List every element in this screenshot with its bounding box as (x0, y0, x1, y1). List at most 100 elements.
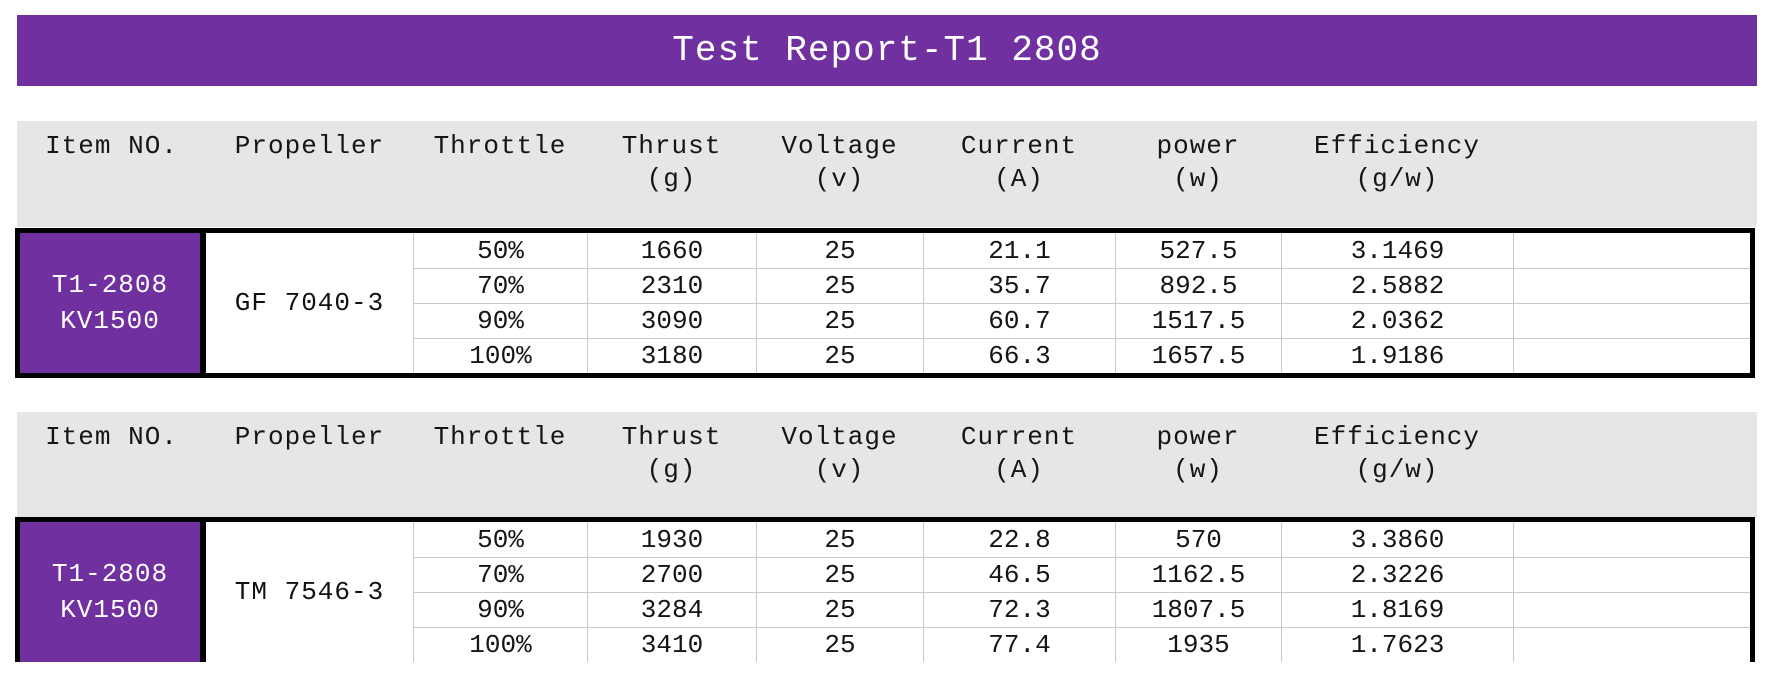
column-label: Propeller (234, 422, 385, 452)
current-cell: 46.5 (923, 557, 1115, 592)
column-header-thrust: Thrust (g) (587, 130, 756, 227)
column-header-spacer (1513, 421, 1757, 517)
current-cell: 60.7 (923, 303, 1115, 338)
throttle-cell: 70% (413, 557, 587, 592)
current-cell: 35.7 (923, 268, 1115, 303)
throttle-cell: 70% (413, 268, 587, 303)
column-label: Voltage (781, 131, 898, 161)
table1-header-row: Item NO. Propeller Throttle Thrust (g) Vo… (17, 121, 1757, 227)
empty-cell (1513, 268, 1750, 303)
column-label: power (1156, 422, 1240, 452)
thrust-cell: 3410 (587, 627, 756, 662)
column-label: Efficiency (1313, 131, 1481, 161)
throttle-cell: 50% (413, 522, 587, 557)
item-no-cell: T1-2808 KV1500 (20, 233, 206, 373)
power-cell: 1162.5 (1115, 557, 1281, 592)
power-cell: 570 (1115, 522, 1281, 557)
efficiency-cell: 2.3226 (1281, 557, 1513, 592)
column-label: Throttle (433, 131, 567, 161)
column-sublabel: (w) (1173, 164, 1223, 194)
current-cell: 77.4 (923, 627, 1115, 662)
column-label: Item NO. (45, 422, 178, 452)
report-title: Test Report-T1 2808 (672, 30, 1102, 71)
efficiency-cell: 1.7623 (1281, 627, 1513, 662)
throttle-cell: 50% (413, 233, 587, 268)
empty-cell (1513, 303, 1750, 338)
current-cell: 22.8 (923, 522, 1115, 557)
table1-data-block: T1-2808 KV1500 GF 7040-3 50% 1660 25 21.… (15, 228, 1755, 378)
column-header-spacer (1513, 130, 1757, 227)
voltage-cell: 25 (756, 557, 923, 592)
empty-cell (1513, 338, 1750, 373)
column-sublabel: (w) (1173, 455, 1223, 485)
voltage-cell: 25 (756, 268, 923, 303)
item-no-line2: KV1500 (60, 306, 160, 336)
efficiency-cell: 3.1469 (1281, 233, 1513, 268)
propeller-cell: TM 7546-3 (234, 577, 385, 607)
column-label: Efficiency (1313, 422, 1481, 452)
column-sublabel: (g/w) (1355, 455, 1439, 485)
thrust-cell: 1930 (587, 522, 756, 557)
propeller-cell: GF 7040-3 (234, 288, 385, 318)
column-header-throttle: Throttle (413, 421, 587, 517)
throttle-cell: 90% (413, 592, 587, 627)
column-header-current: Current (A) (923, 130, 1115, 227)
column-label: Current (960, 422, 1078, 452)
thrust-cell: 2310 (587, 268, 756, 303)
thrust-cell: 1660 (587, 233, 756, 268)
voltage-cell: 25 (756, 303, 923, 338)
column-sublabel: (A) (994, 455, 1044, 485)
current-cell: 21.1 (923, 233, 1115, 268)
column-header-efficiency: Efficiency (g/w) (1281, 421, 1513, 517)
column-label: Item NO. (45, 131, 178, 161)
throttle-cell: 100% (413, 627, 587, 662)
column-sublabel: (A) (994, 164, 1044, 194)
column-sublabel: (v) (814, 455, 865, 485)
column-header-propeller: Propeller (206, 421, 413, 517)
empty-cell (1513, 233, 1750, 268)
throttle-cell: 90% (413, 303, 587, 338)
current-cell: 72.3 (923, 592, 1115, 627)
efficiency-cell: 2.5882 (1281, 268, 1513, 303)
report-title-banner: Test Report-T1 2808 (17, 15, 1757, 86)
column-label: Current (960, 131, 1078, 161)
column-header-throttle: Throttle (413, 130, 587, 227)
voltage-cell: 25 (756, 233, 923, 268)
item-no-line2: KV1500 (60, 595, 160, 625)
item-no-line1: T1-2808 (51, 270, 169, 300)
voltage-cell: 25 (756, 592, 923, 627)
empty-cell (1513, 592, 1750, 627)
column-label: Voltage (781, 422, 898, 452)
voltage-cell: 25 (756, 627, 923, 662)
item-no-line1: T1-2808 (51, 559, 169, 589)
column-header-item-no: Item NO. (17, 421, 206, 517)
column-header-voltage: Voltage (v) (756, 421, 923, 517)
column-label: power (1156, 131, 1240, 161)
column-sublabel: (g/w) (1355, 164, 1439, 194)
power-cell: 1657.5 (1115, 338, 1281, 373)
thrust-cell: 3180 (587, 338, 756, 373)
column-sublabel: (g) (646, 455, 697, 485)
column-header-current: Current (A) (923, 421, 1115, 517)
current-cell: 66.3 (923, 338, 1115, 373)
thrust-cell: 3090 (587, 303, 756, 338)
column-header-efficiency: Efficiency (g/w) (1281, 130, 1513, 227)
column-label: Propeller (234, 131, 385, 161)
efficiency-cell: 1.9186 (1281, 338, 1513, 373)
column-sublabel: (v) (814, 164, 865, 194)
column-header-power: power (w) (1115, 421, 1281, 517)
efficiency-cell: 1.8169 (1281, 592, 1513, 627)
throttle-cell: 100% (413, 338, 587, 373)
empty-cell (1513, 627, 1750, 662)
table2-header-row: Item NO. Propeller Throttle Thrust (g) Vo… (17, 412, 1757, 517)
column-sublabel: (g) (646, 164, 697, 194)
table2-clip-region: T1-2808 KV1500 TM 7546-3 50% 1930 25 22.… (15, 517, 1755, 662)
power-cell: 1935 (1115, 627, 1281, 662)
efficiency-cell: 2.0362 (1281, 303, 1513, 338)
efficiency-cell: 3.3860 (1281, 522, 1513, 557)
column-header-propeller: Propeller (206, 130, 413, 227)
power-cell: 1807.5 (1115, 592, 1281, 627)
thrust-cell: 3284 (587, 592, 756, 627)
voltage-cell: 25 (756, 338, 923, 373)
power-cell: 1517.5 (1115, 303, 1281, 338)
